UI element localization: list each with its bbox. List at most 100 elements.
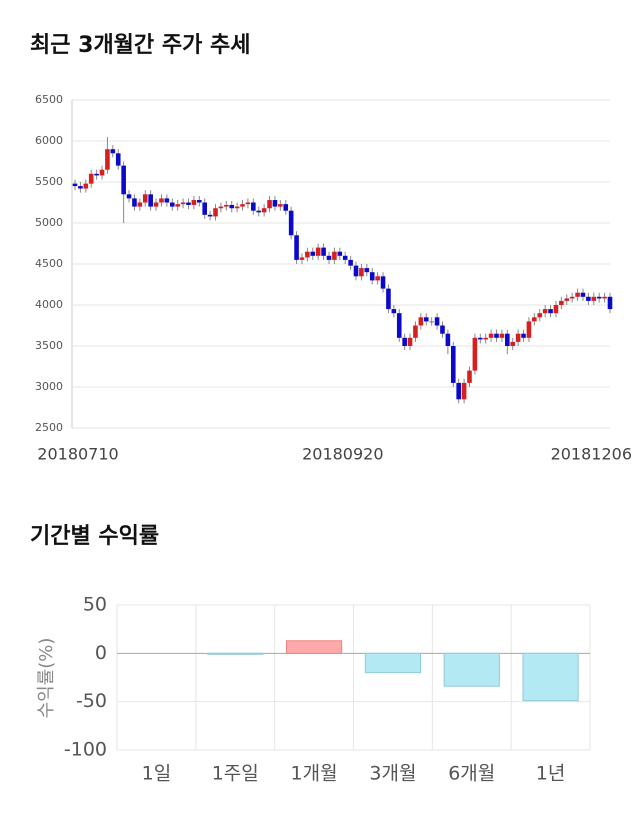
candle-body (126, 194, 132, 199)
candle-body (251, 202, 256, 211)
candle-body (186, 202, 191, 205)
candle-body (591, 296, 597, 301)
candle-body (278, 204, 283, 207)
candle-body (505, 333, 510, 346)
candle-body (348, 259, 353, 266)
candle-body (105, 149, 110, 170)
y-tick-label: 5000 (35, 216, 63, 229)
candle-body (364, 268, 370, 273)
y-tick-label: 50 (83, 594, 107, 616)
y-tick-label: 3500 (35, 339, 63, 352)
chart-title: 기간별 수익률 (30, 524, 159, 549)
candle-body (607, 296, 613, 310)
candle-body (445, 333, 451, 346)
candle-body (288, 210, 294, 236)
candle-body (229, 204, 235, 209)
bar (285, 640, 343, 654)
candle-body (305, 251, 310, 258)
candle-body (494, 333, 499, 338)
candle-body (391, 309, 397, 314)
x-tick-label: 6개월 (448, 763, 495, 785)
candle-body (132, 198, 137, 207)
candle-body (359, 268, 364, 277)
y-tick-label: 2500 (35, 421, 63, 434)
candle-body (202, 202, 207, 215)
candle-body (196, 200, 202, 203)
candle-body (521, 333, 526, 338)
x-tick-label: 1일 (142, 763, 172, 785)
candle-body (461, 382, 467, 400)
candle-body (294, 235, 299, 260)
x-tick-label: 1개월 (291, 763, 338, 785)
candle-body (88, 173, 94, 184)
candle-body (559, 300, 564, 305)
x-tick-label: 1년 (536, 763, 566, 785)
candle-body (267, 200, 272, 209)
candle-body (413, 325, 418, 338)
candle-body (332, 251, 337, 260)
candle-body (153, 202, 159, 207)
candle-body (256, 210, 262, 213)
y-tick-label: 6000 (35, 134, 63, 147)
candle-body (83, 183, 89, 189)
y-tick-label: 3000 (35, 380, 63, 393)
candle-body (94, 173, 99, 176)
candle-body (396, 313, 402, 338)
candle-body (499, 333, 505, 338)
bar (522, 652, 579, 702)
candle-body (423, 317, 429, 322)
candle-body (429, 321, 434, 323)
candle-body (467, 370, 472, 383)
candle-body (213, 208, 218, 217)
candle-body (283, 204, 289, 211)
candle-body (234, 206, 240, 209)
candle-body (326, 255, 332, 260)
candle-body (569, 296, 575, 299)
y-tick-label: -100 (64, 739, 107, 761)
candle-body (515, 333, 521, 342)
y-tick-label: 0 (95, 642, 107, 664)
candle-body (310, 251, 316, 256)
y-tick-label: 4000 (35, 298, 63, 311)
bar (207, 652, 264, 655)
candle-body (299, 257, 305, 260)
candle-body (245, 202, 251, 205)
candle-body (121, 165, 126, 195)
candle-body (342, 255, 348, 260)
candle-body (142, 194, 148, 203)
candle-body (418, 317, 424, 326)
candle-body (602, 296, 607, 299)
candle-body (164, 198, 170, 203)
x-tick-label: 20180710 (37, 445, 118, 464)
candle-body (596, 296, 602, 299)
x-tick-label: 20180920 (302, 445, 383, 464)
candle-body (148, 194, 153, 207)
candle-body (315, 247, 321, 256)
candle-body (407, 337, 413, 346)
candle-body (180, 202, 186, 205)
y-tick-label: 5500 (35, 175, 63, 188)
y-tick-label: 4500 (35, 257, 63, 270)
candle-body (321, 247, 326, 256)
x-tick-label: 1주일 (212, 763, 259, 785)
candle-body (434, 317, 440, 326)
candle-body (353, 265, 359, 277)
candle-body (191, 200, 197, 205)
candle-body (240, 204, 245, 207)
candle-body (110, 149, 116, 154)
candle-body (440, 325, 445, 334)
candle-body (272, 200, 278, 207)
y-tick-label: -50 (76, 690, 107, 712)
bar (443, 652, 500, 687)
x-tick-label: 20181206 (551, 445, 632, 464)
y-tick-label: 6500 (35, 93, 63, 106)
candle-body (115, 153, 121, 166)
candle-body (580, 292, 586, 297)
candle-body (510, 341, 516, 346)
candle-body (261, 208, 267, 213)
candle-body (337, 251, 343, 256)
candle-body (450, 346, 456, 383)
candle-body (488, 333, 494, 338)
